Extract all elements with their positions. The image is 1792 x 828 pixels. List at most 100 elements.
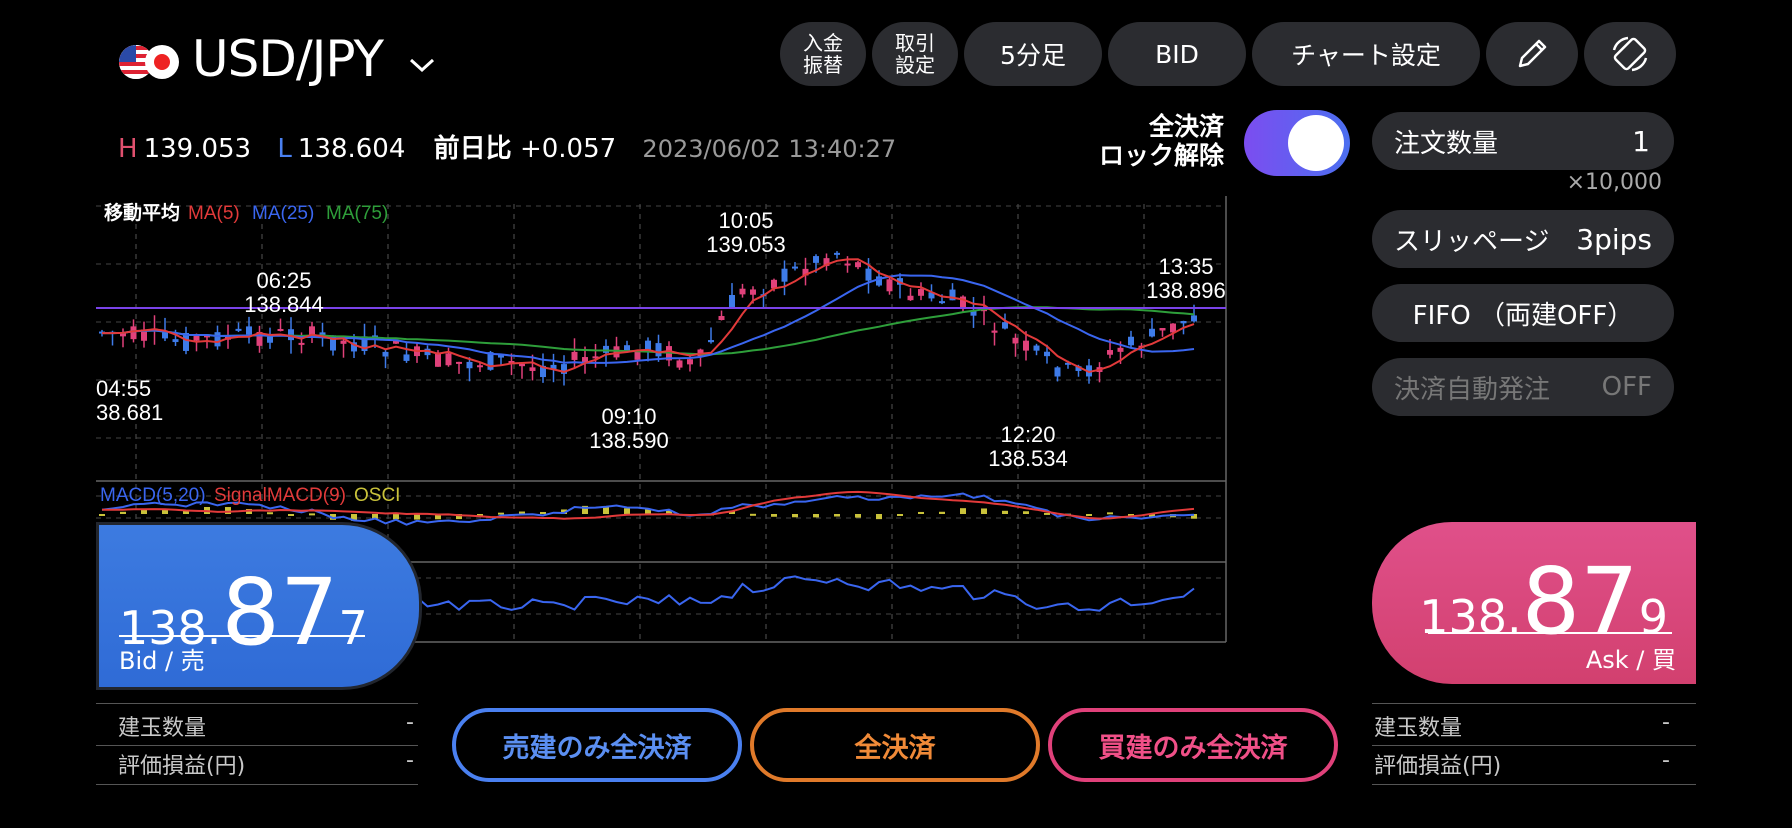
high-low-row: H 139.053 L 138.604 前日比 +0.057 2023/06/02 …: [118, 128, 896, 165]
osci-bar: [981, 508, 987, 514]
osci-bar: [330, 514, 336, 520]
candle-body: [571, 351, 578, 360]
osci-bar: [456, 514, 462, 520]
candle-body: [792, 266, 798, 269]
osci-bar: [540, 511, 546, 514]
candle-body: [298, 342, 305, 345]
candle-body: [435, 352, 441, 367]
divider: [1372, 703, 1696, 704]
candle-body: [729, 294, 735, 309]
candle-body: [949, 289, 956, 301]
osci-bar: [393, 514, 399, 520]
deposit-label-2: 振替: [803, 53, 843, 77]
candle-body: [267, 333, 273, 343]
chevron-down-icon[interactable]: [408, 56, 436, 74]
high-value: 139.053: [143, 134, 252, 164]
auto-settle-label: 決済自動発注: [1394, 374, 1551, 405]
ma75-legend: MA(75): [326, 203, 388, 224]
deposit-transfer-button[interactable]: 入金 振替: [780, 22, 866, 86]
osci-bar: [309, 513, 315, 516]
ask-buy-button[interactable]: 138.879 Ask / 買: [1372, 522, 1696, 684]
trade-settings-button[interactable]: 取引 設定: [872, 22, 958, 86]
close-buy-only-button[interactable]: 買建のみ全決済: [1048, 708, 1338, 782]
osci-bar: [225, 507, 231, 514]
ask-price: 138.879: [1419, 548, 1668, 655]
osci-bar: [435, 514, 441, 520]
annotation-price: 138.590: [589, 428, 669, 453]
osci-bar: [1023, 511, 1029, 514]
bid-price-prefix: 138.: [119, 601, 222, 655]
candle-body: [939, 301, 945, 304]
order-quantity-field[interactable]: 注文数量 1: [1372, 112, 1674, 170]
divider: [1372, 745, 1696, 746]
osci-bar: [729, 511, 735, 514]
pnl-value: -: [1662, 748, 1670, 773]
candle-body: [508, 361, 515, 364]
osci-bar: [939, 511, 945, 514]
pnl-label: 評価損益(円): [1374, 754, 1502, 779]
candle-body: [582, 357, 588, 363]
candle-body: [960, 296, 966, 309]
candle-body: [193, 335, 200, 341]
annotation-time: 06:25: [256, 268, 311, 293]
annotation-time: 10:05: [718, 208, 773, 233]
position-label: 建玉数量: [118, 716, 207, 741]
candle-body: [1002, 322, 1008, 329]
position-row: 建玉数量 -: [118, 710, 418, 746]
candle-body: [424, 348, 431, 356]
usd-jpy-flag-icon: [119, 45, 179, 79]
currency-pair[interactable]: USD/JPY: [192, 30, 384, 88]
low-label: L: [277, 134, 292, 164]
pencil-icon: [1518, 39, 1547, 68]
candle-body: [172, 339, 179, 343]
candle-body: [183, 332, 189, 351]
candle-body: [540, 365, 546, 378]
candle-body: [1044, 351, 1050, 357]
pnl-value: -: [406, 748, 414, 773]
annotation-time: 12:20: [1000, 422, 1055, 447]
bid-label: Bid / 売: [119, 647, 205, 675]
candle-body: [1054, 367, 1061, 377]
trade-settings-label-1: 取引: [895, 31, 935, 55]
osci-bar: [876, 514, 882, 520]
candle-body: [802, 268, 809, 276]
candle-body: [918, 289, 924, 296]
candle-body: [529, 367, 536, 371]
ma5-line: [102, 258, 1195, 374]
candle-body: [519, 363, 525, 367]
osci-bar: [897, 514, 903, 516]
candle-body: [813, 256, 819, 263]
candle-body: [1023, 340, 1029, 351]
divider: [96, 784, 418, 785]
osci-bar: [183, 510, 189, 514]
candle-body: [1107, 350, 1113, 355]
close-all-button[interactable]: 全決済: [750, 708, 1040, 782]
price-type-button[interactable]: BID: [1108, 22, 1246, 86]
candle-body: [1191, 315, 1197, 322]
candle-body: [645, 340, 651, 352]
osci-bar: [372, 514, 378, 519]
candle-body: [340, 340, 347, 344]
osci-bar: [141, 509, 147, 514]
candle-body: [1159, 327, 1166, 331]
position-value: -: [406, 710, 414, 735]
auto-settle-field[interactable]: 決済自動発注 OFF: [1372, 358, 1674, 416]
annotation-time: 04:55: [96, 376, 151, 401]
close-sell-only-button[interactable]: 売建のみ全決済: [452, 708, 742, 782]
slippage-field[interactable]: スリッページ 3pips: [1372, 210, 1674, 268]
osci-bar: [582, 505, 588, 514]
candle-body: [613, 346, 620, 358]
bid-sell-button[interactable]: 138.877 Bid / 売: [96, 522, 422, 690]
rotate-button[interactable]: [1584, 22, 1676, 86]
lock-toggle[interactable]: [1244, 110, 1350, 176]
candle-body: [1170, 323, 1176, 333]
candle-body: [141, 329, 147, 341]
candle-body: [550, 364, 557, 370]
osci-bar: [771, 514, 777, 517]
draw-button[interactable]: [1486, 22, 1578, 86]
fifo-button[interactable]: FIFO （両建OFF）: [1372, 284, 1674, 342]
candle-body: [823, 258, 830, 266]
qty-unit: ×10,000: [1566, 170, 1662, 195]
timeframe-button[interactable]: 5分足: [964, 22, 1102, 86]
chart-settings-button[interactable]: チャート設定: [1252, 22, 1480, 86]
